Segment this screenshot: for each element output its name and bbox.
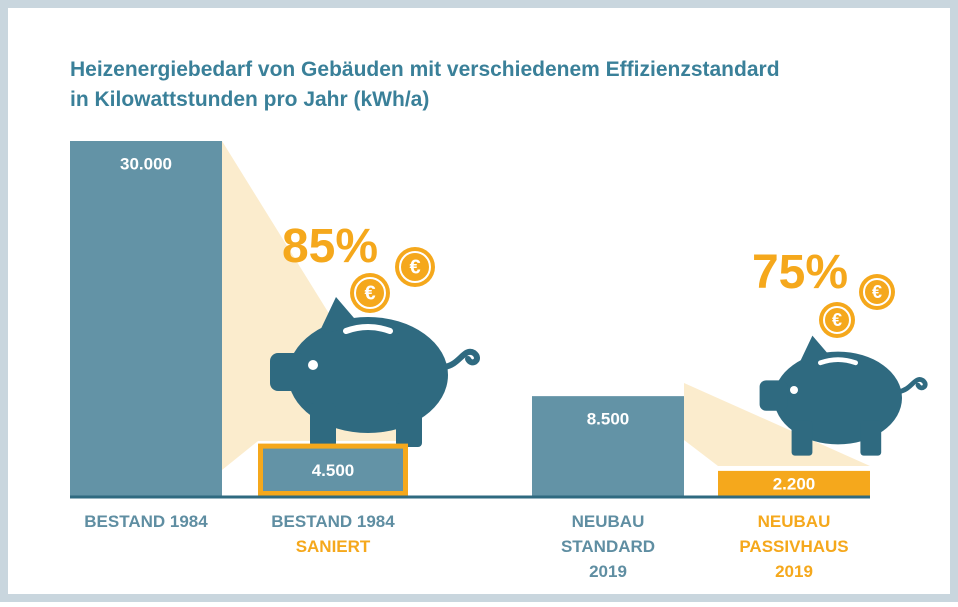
- x-tick-label: BESTAND 1984: [84, 512, 208, 531]
- coin-symbol: €: [832, 310, 842, 330]
- coin-symbol: €: [409, 256, 420, 278]
- savings-label: 75%: [752, 246, 848, 299]
- coin-symbol: €: [872, 282, 882, 302]
- savings-label: 85%: [282, 220, 378, 273]
- x-tick-label: 2019: [775, 562, 813, 581]
- x-tick-label: 2019: [589, 562, 627, 581]
- value-label: 8.500: [587, 410, 630, 429]
- value-label: 2.200: [773, 474, 816, 493]
- x-tick-label: PASSIVHAUS: [739, 537, 848, 556]
- value-label: 4.500: [312, 461, 355, 480]
- x-tick-label: STANDARD: [561, 537, 655, 556]
- coin-symbol: €: [364, 282, 375, 304]
- bar: [70, 141, 222, 497]
- x-tick-label: SANIERT: [296, 537, 371, 556]
- chart-title: Heizenergiebedarf von Gebäuden mit versc…: [70, 58, 780, 81]
- x-tick-label: NEUBAU: [758, 512, 831, 531]
- page: Heizenergiebedarf von Gebäuden mit versc…: [0, 0, 958, 607]
- chart: Heizenergiebedarf von Gebäuden mit versc…: [0, 0, 958, 602]
- value-label: 30.000: [120, 154, 172, 173]
- chart-title: in Kilowattstunden pro Jahr (kWh/a): [70, 88, 429, 111]
- x-tick-label: NEUBAU: [572, 512, 645, 531]
- x-tick-label: BESTAND 1984: [271, 512, 395, 531]
